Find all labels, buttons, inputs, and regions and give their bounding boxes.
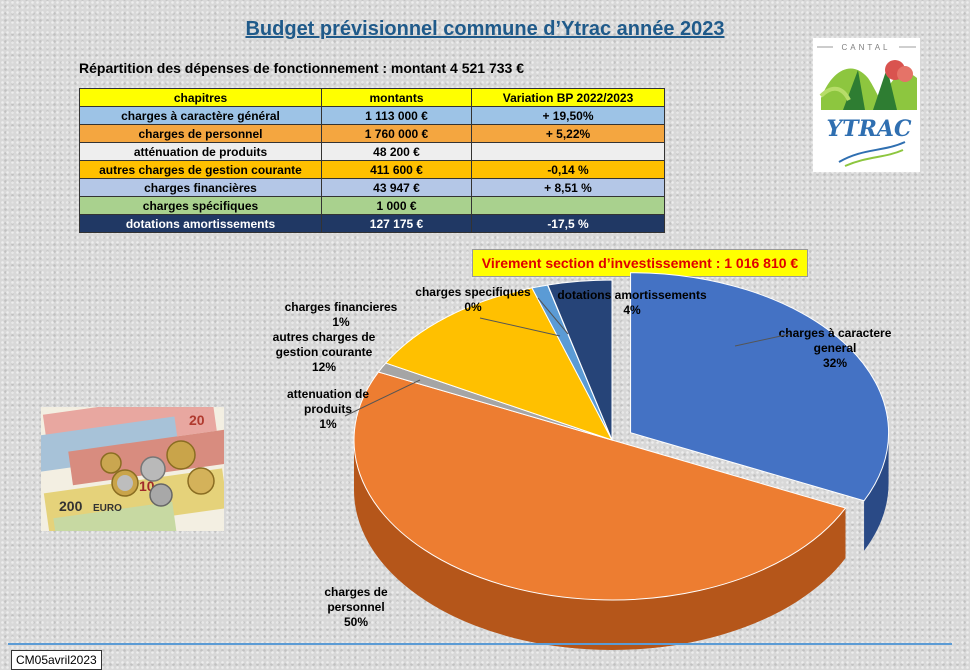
page-title: Budget prévisionnel commune d’Ytrac anné… [245,18,725,40]
slice-label-line: charges à caractere [779,326,892,340]
cell-montant: 48 200 € [321,142,472,161]
slice-label-line: charges specifiques [415,285,531,299]
pie-slice-personnel-side [354,440,846,650]
slice-label-line: attenuation de [287,387,369,401]
subtitle: Répartition des dépenses de fonctionneme… [79,60,524,76]
slice-label-line: produits [304,402,352,416]
cell-chapitre: dotations amortissements [79,214,322,233]
table-row: dotations amortissements 127 175 € -17,5 % [79,214,665,233]
euro-money-image: 20 10 200 EURO [41,407,224,531]
slice-pct-label: 1% [319,417,337,431]
cell-variation: -17,5 % [471,214,665,233]
slice-pct-label: 32% [823,356,847,370]
slice-label-line: general [814,341,857,355]
cell-variation: + 8,51 % [471,178,665,197]
slice-label-line: autres charges de [273,330,376,344]
cell-variation: + 19,50% [471,106,665,125]
pie-slice-caractere-general-side [864,432,889,551]
slice-label-line: personnel [327,600,384,614]
logo-name: YTRAC [827,116,912,142]
leader-line [734,333,791,347]
budget-table: chapitres montants Variation BP 2022/202… [79,88,665,233]
pie-slice-dotations-amortissements [547,279,613,441]
header-montants: montants [321,88,472,107]
slice-label-line: gestion courante [276,345,373,359]
table-row: charges de personnel 1 760 000 € + 5,22% [79,124,665,143]
cell-montant: 127 175 € [321,214,472,233]
bottom-divider [8,643,952,645]
leader-line [344,379,421,417]
cell-chapitre: charges de personnel [79,124,322,143]
slice-pct-label: 50% [344,615,368,629]
table-row: charges financières 43 947 € + 8,51 % [79,178,665,197]
slice-pct-label: 4% [623,303,641,317]
pie-slice-caractere-general [630,272,889,502]
leader-line [537,297,569,335]
slice-label-line: charges financieres [285,300,398,314]
svg-text:EURO: EURO [93,503,122,514]
ytrac-logo: CANTAL YTRAC [813,38,920,172]
pie-slice-personnel [353,371,847,601]
slice-pct-label: 1% [332,315,350,329]
header-chapitres: chapitres [79,88,322,107]
date-stamp: CM05avril2023 [11,650,102,670]
svg-text:20: 20 [189,412,205,428]
table-header-row: chapitres montants Variation BP 2022/202… [79,88,665,107]
table-row: charges spécifiques 1 000 € [79,196,665,215]
slice-label-line: dotations amortissements [557,288,707,302]
slice-pct-label: 12% [312,360,336,374]
slice-pct-label: 0% [464,300,482,314]
leader-line [479,317,561,337]
table-row: charges à caractère général 1 113 000 € + … [79,106,665,125]
pie-slice-gestion-courante [384,287,614,441]
svg-text:200: 200 [59,498,83,514]
header-variation: Variation BP 2022/2023 [471,88,665,107]
cell-variation: + 5,22% [471,124,665,143]
logo-top-text: CANTAL [842,43,891,52]
cell-variation: -0,14 % [471,160,665,179]
slice-label-line: charges de [324,585,388,599]
